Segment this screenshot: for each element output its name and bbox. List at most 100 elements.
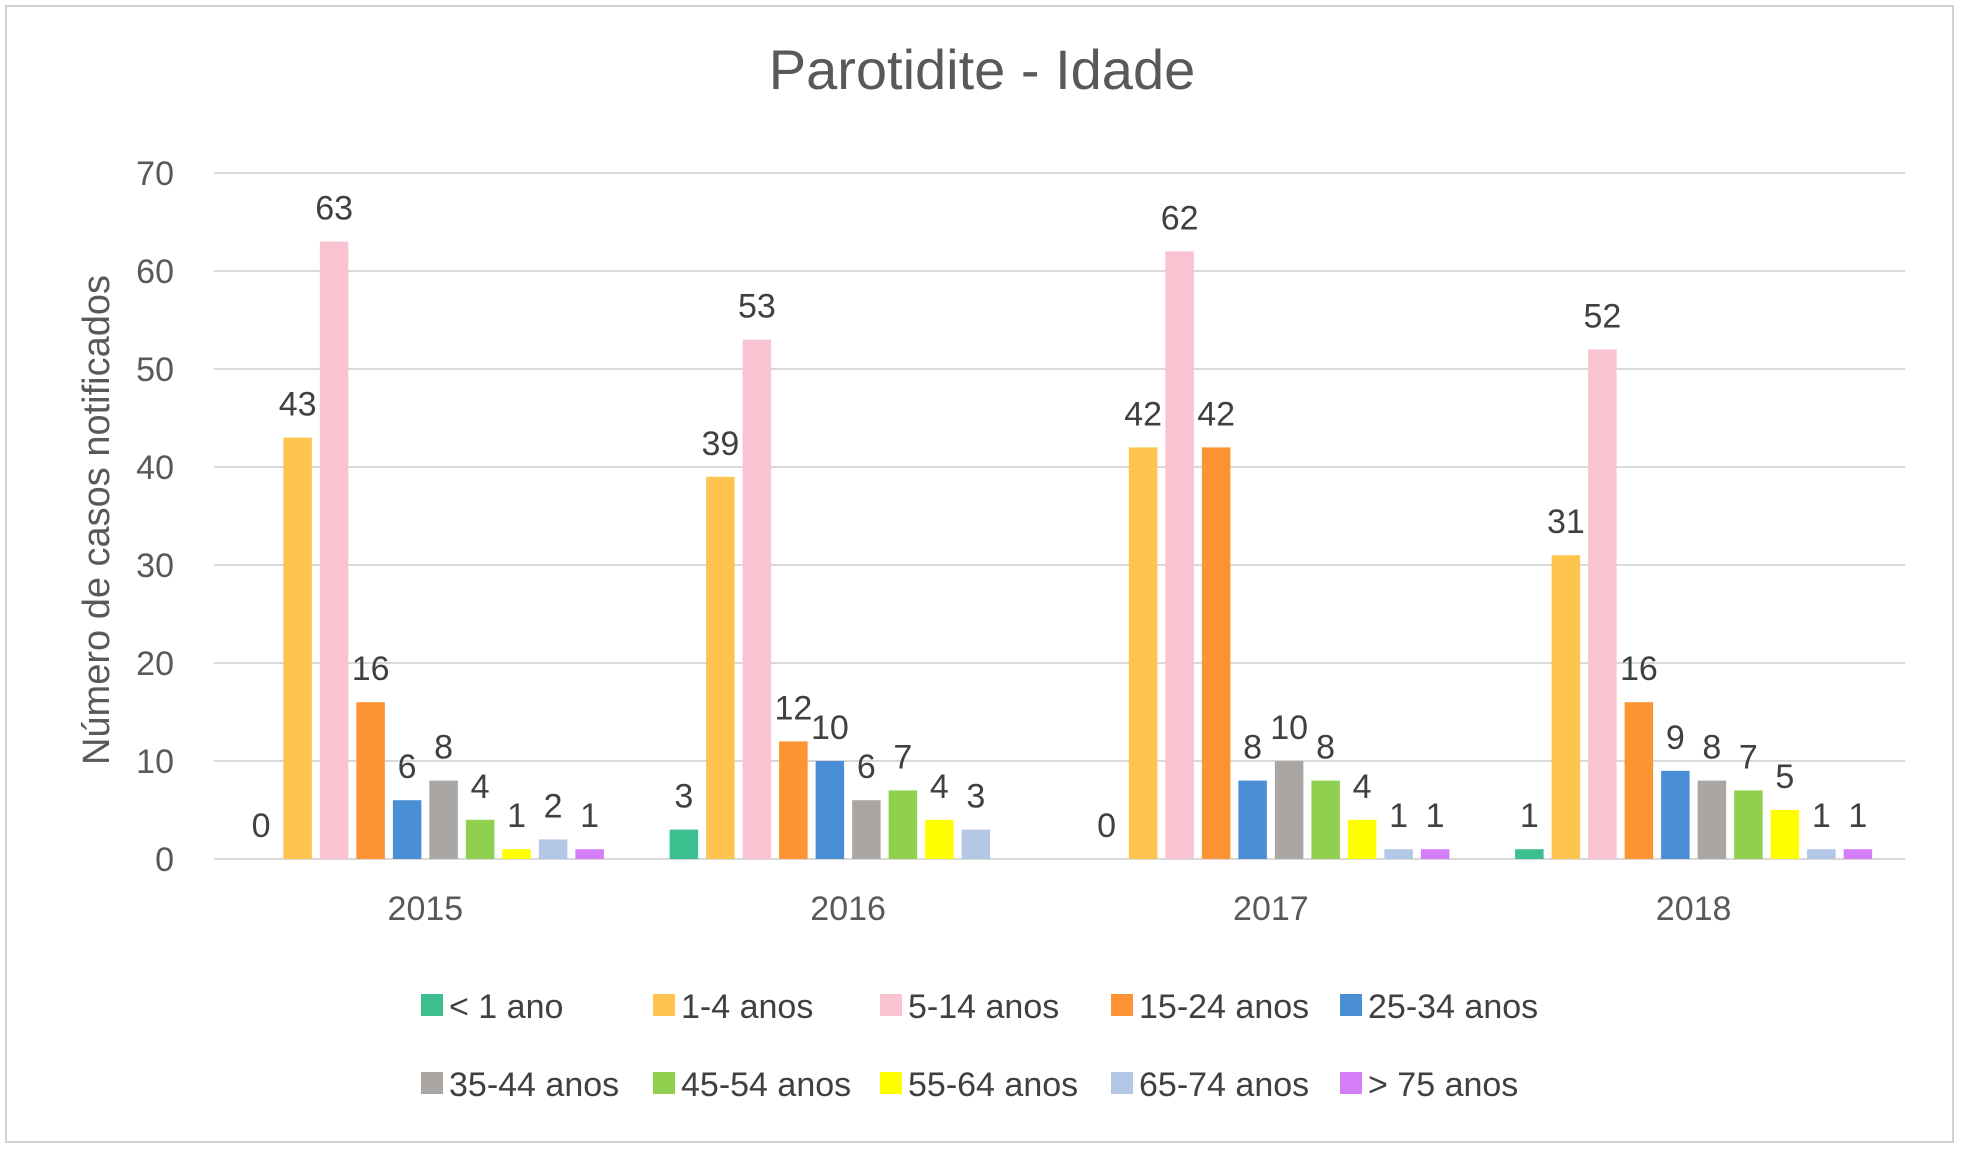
bar (815, 761, 845, 859)
data-label: 31 (1547, 503, 1585, 541)
legend-label: 5-14 anos (908, 988, 1059, 1026)
bar (575, 849, 604, 859)
data-label: 1 (1812, 797, 1831, 835)
bars (283, 241, 1873, 860)
bar (538, 839, 568, 859)
bar (925, 819, 954, 859)
bar (1588, 349, 1617, 859)
data-label: 6 (857, 748, 876, 786)
y-tick-label: 60 (136, 253, 174, 291)
y-tick-label: 0 (155, 841, 174, 879)
y-tick-label: 50 (136, 351, 174, 389)
legend-label: 35-44 anos (449, 1066, 619, 1104)
data-label: 8 (434, 729, 453, 767)
bar (1311, 780, 1340, 859)
data-label: 16 (352, 650, 390, 688)
data-label: 1 (1426, 797, 1445, 835)
gridlines (214, 172, 1905, 860)
legend-label: 55-64 anos (908, 1066, 1078, 1104)
bar (742, 339, 772, 860)
data-label: 3 (674, 778, 693, 816)
bar (852, 800, 881, 859)
bar (1238, 780, 1267, 859)
bar (1843, 849, 1873, 859)
x-category-label: 2015 (388, 890, 464, 928)
legend-label: 65-74 anos (1139, 1066, 1309, 1104)
data-label: 2 (544, 787, 563, 825)
legend-item: 45-54 anos (653, 1066, 851, 1104)
legend-item: 25-34 anos (1340, 988, 1538, 1026)
legend-item: 15-24 anos (1111, 988, 1309, 1026)
legend-label: 1-4 anos (681, 988, 813, 1026)
x-category-label: 2017 (1233, 890, 1309, 928)
y-tick-label: 70 (136, 155, 174, 193)
data-label: 39 (701, 425, 739, 463)
data-label: 43 (279, 386, 317, 424)
data-label: 8 (1316, 729, 1335, 767)
legend-item: 1-4 anos (653, 988, 813, 1026)
data-label: 1 (507, 797, 526, 835)
bar (429, 780, 458, 859)
legend-item: 5-14 anos (880, 988, 1059, 1026)
data-label: 6 (398, 748, 417, 786)
y-tick-label: 30 (136, 547, 174, 585)
bar (1384, 849, 1413, 859)
data-label: 10 (1270, 709, 1308, 747)
bar (1807, 849, 1836, 859)
bar (356, 702, 385, 859)
y-axis-title: Número de casos notificados (76, 275, 118, 765)
legend-item: > 75 anos (1340, 1066, 1518, 1104)
chart: Parotidite - Idade Número de casos notif… (76, 38, 1905, 1104)
legend-label: 15-24 anos (1139, 988, 1309, 1026)
data-label: 1 (1389, 797, 1408, 835)
bar (1201, 447, 1231, 859)
bar (779, 741, 808, 859)
bar (1770, 810, 1800, 859)
data-label: 9 (1666, 719, 1685, 757)
bar (1128, 447, 1158, 859)
bar (888, 790, 918, 859)
data-label: 1 (1520, 797, 1539, 835)
y-tick-label: 10 (136, 743, 174, 781)
x-category-label: 2016 (810, 890, 886, 928)
legend: < 1 ano 1-4 anos 5-14 anos 15-24 anos 25-34 … (421, 988, 1538, 1104)
data-label: 0 (252, 807, 271, 845)
legend-item: 35-44 anos (421, 1066, 619, 1104)
bar (502, 849, 531, 859)
data-label: 1 (580, 797, 599, 835)
y-axis-ticks: 0 10 20 30 40 50 60 70 (136, 155, 174, 879)
data-label: 7 (1739, 738, 1758, 776)
bar (1661, 770, 1690, 859)
bar (283, 437, 312, 859)
legend-item: 65-74 anos (1111, 1066, 1309, 1104)
legend-swatch (1340, 1072, 1362, 1094)
bar (1697, 780, 1727, 859)
data-label: 42 (1124, 395, 1162, 433)
x-category-label: 2018 (1656, 890, 1732, 928)
legend-label: < 1 ano (449, 988, 563, 1026)
data-label: 16 (1620, 650, 1658, 688)
bar (1515, 849, 1544, 859)
data-label: 53 (738, 288, 776, 326)
legend-swatch (421, 994, 443, 1016)
bar (961, 829, 991, 859)
bar (392, 800, 422, 859)
data-label: 7 (893, 738, 912, 776)
data-label: 62 (1161, 199, 1199, 237)
bar (1624, 702, 1654, 859)
data-label: 8 (1702, 729, 1721, 767)
legend-swatch (880, 1072, 902, 1094)
bar (1274, 761, 1304, 859)
bar (1734, 790, 1763, 859)
data-label: 3 (966, 778, 985, 816)
chart-frame: Parotidite - Idade Número de casos notif… (5, 5, 1954, 1143)
bar (1165, 251, 1194, 859)
data-label: 12 (774, 689, 812, 727)
legend-swatch (653, 994, 675, 1016)
data-label: 4 (1353, 768, 1372, 806)
legend-item: < 1 ano (421, 988, 563, 1026)
legend-label: 25-34 anos (1368, 988, 1538, 1026)
legend-swatch (1340, 994, 1362, 1016)
chart-title: Parotidite - Idade (769, 38, 1195, 101)
